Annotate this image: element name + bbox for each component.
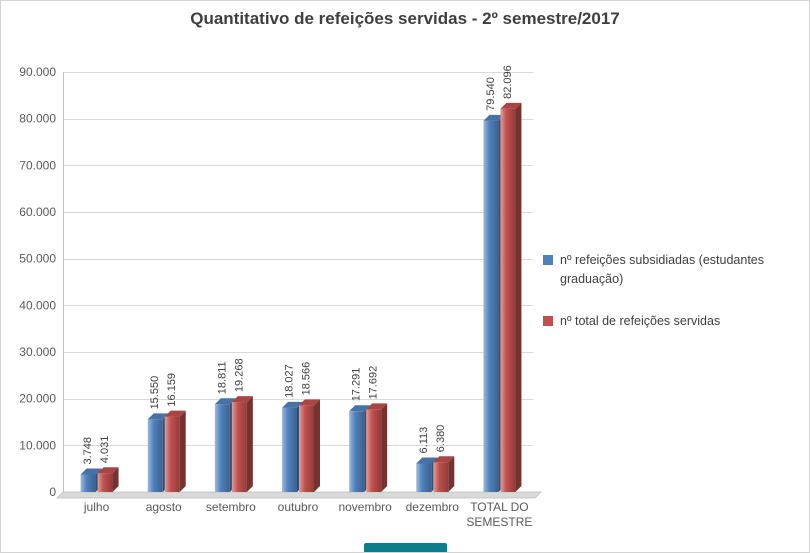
scrollbar-thumb[interactable] bbox=[364, 543, 447, 552]
bar-top-face bbox=[231, 396, 253, 403]
x-axis-category-label: agosto bbox=[146, 500, 182, 514]
bar-top-face bbox=[147, 413, 169, 420]
bar-value-label: 19.268 bbox=[233, 358, 245, 392]
y-axis-tick-label: 80.000 bbox=[19, 112, 56, 126]
x-axis-category-label: outubro bbox=[278, 500, 319, 514]
bar-top-face bbox=[214, 398, 236, 405]
bar-value-label: 18.027 bbox=[284, 364, 296, 398]
bar-side-face bbox=[112, 467, 119, 492]
bar-front-face bbox=[416, 463, 432, 492]
bar-front-face bbox=[231, 402, 247, 492]
bar-front-face bbox=[164, 416, 180, 492]
bar-front-face bbox=[299, 405, 314, 492]
x-axis-category-label: julho bbox=[83, 500, 110, 514]
chart-title: Quantitativo de refeições servidas - 2º … bbox=[190, 9, 620, 28]
bar-top-face bbox=[282, 401, 303, 408]
bar-value-label: 6.380 bbox=[435, 425, 447, 453]
bar-top-face bbox=[299, 399, 320, 406]
bar-dezembro-series-2: 6.380 bbox=[433, 425, 455, 492]
bar-top-face bbox=[349, 405, 371, 412]
bar-value-label: 6.113 bbox=[418, 427, 430, 454]
bar-side-face bbox=[314, 399, 320, 492]
bar-front-face bbox=[366, 409, 382, 492]
y-axis-tick-label: 10.000 bbox=[19, 438, 56, 452]
bar-top-face bbox=[433, 456, 455, 463]
bar-novembro-series-2: 17.692 bbox=[366, 366, 388, 492]
bar-front-face bbox=[282, 407, 297, 492]
bar-value-label: 79.540 bbox=[485, 77, 497, 111]
bar-side-face bbox=[381, 403, 388, 492]
bar-front-face bbox=[500, 108, 516, 493]
bar-value-label: 15.550 bbox=[149, 376, 161, 410]
bar-agosto-series-2: 16.159 bbox=[164, 373, 186, 492]
bar-top-face bbox=[164, 410, 186, 417]
bar-setembro-series-2: 19.268 bbox=[231, 358, 253, 492]
y-axis-tick-label: 70.000 bbox=[19, 158, 56, 172]
y-axis-tick-label: 20.000 bbox=[19, 392, 56, 406]
bar-value-label: 4.031 bbox=[99, 436, 111, 464]
x-axis-category-label: SEMESTRE bbox=[466, 515, 532, 529]
legend-label-total: nº total de refeições servidas bbox=[560, 313, 721, 328]
x-axis-category-label: TOTAL DO bbox=[470, 500, 528, 514]
bar-side-face bbox=[246, 396, 253, 492]
legend-item-subsidiadas: nº refeições subsidiadas (estudantes gra… bbox=[543, 251, 805, 290]
bar-top-face bbox=[500, 102, 522, 109]
bar-top-face bbox=[366, 403, 388, 410]
bar-value-label: 18.811 bbox=[216, 361, 228, 394]
bar-side-face bbox=[179, 410, 186, 492]
x-axis-category-label: novembro bbox=[338, 500, 392, 514]
bar-outubro-series-2: 18.566 bbox=[299, 362, 320, 492]
chart-floor bbox=[56, 491, 542, 499]
bar-top-face bbox=[80, 468, 102, 475]
bar-top-face bbox=[97, 467, 119, 474]
y-axis-tick-label: 40.000 bbox=[19, 298, 56, 312]
bar-top-face bbox=[483, 114, 505, 121]
legend-label-subsidiadas: nº refeições subsidiadas (estudantes gra… bbox=[560, 253, 764, 287]
bar-value-label: 3.748 bbox=[82, 437, 94, 465]
x-axis-category-label: dezembro bbox=[406, 500, 460, 514]
bar-front-face bbox=[483, 120, 499, 493]
y-axis-tick-label: 30.000 bbox=[19, 345, 56, 359]
legend-swatch-blue-icon bbox=[543, 255, 553, 265]
x-axis-category-label: setembro bbox=[206, 500, 256, 514]
bar-front-face bbox=[80, 474, 96, 492]
y-axis-tick-label: 90.000 bbox=[19, 65, 56, 79]
bar-value-label: 17.692 bbox=[368, 366, 380, 400]
bar-value-label: 82.096 bbox=[502, 65, 514, 99]
bar-side-face bbox=[448, 456, 455, 492]
bar-front-face bbox=[349, 411, 365, 492]
bar-front-face bbox=[214, 404, 230, 492]
bar-julho-series-2: 4.031 bbox=[97, 436, 119, 492]
bar-total-do-semestre-series-2: 82.096 bbox=[500, 65, 522, 493]
bar-setembro-series-1: 18.811 bbox=[214, 361, 236, 492]
legend: nº refeições subsidiadas (estudantes gra… bbox=[543, 251, 805, 353]
bar-front-face bbox=[433, 462, 449, 492]
bar-value-label: 16.159 bbox=[166, 373, 178, 407]
bar-front-face bbox=[147, 419, 163, 492]
y-axis-tick-label: 0 bbox=[49, 485, 56, 499]
legend-item-total: nº total de refeições servidas bbox=[543, 312, 805, 331]
legend-swatch-red-icon bbox=[543, 315, 553, 326]
bar-front-face bbox=[97, 473, 113, 492]
bar-value-label: 18.566 bbox=[301, 362, 313, 396]
bar-side-face bbox=[515, 102, 522, 493]
y-axis-tick-label: 60.000 bbox=[19, 205, 56, 219]
bar-top-face bbox=[416, 457, 438, 464]
bar-value-label: 17.291 bbox=[351, 368, 363, 402]
y-axis-tick-label: 50.000 bbox=[19, 252, 56, 266]
